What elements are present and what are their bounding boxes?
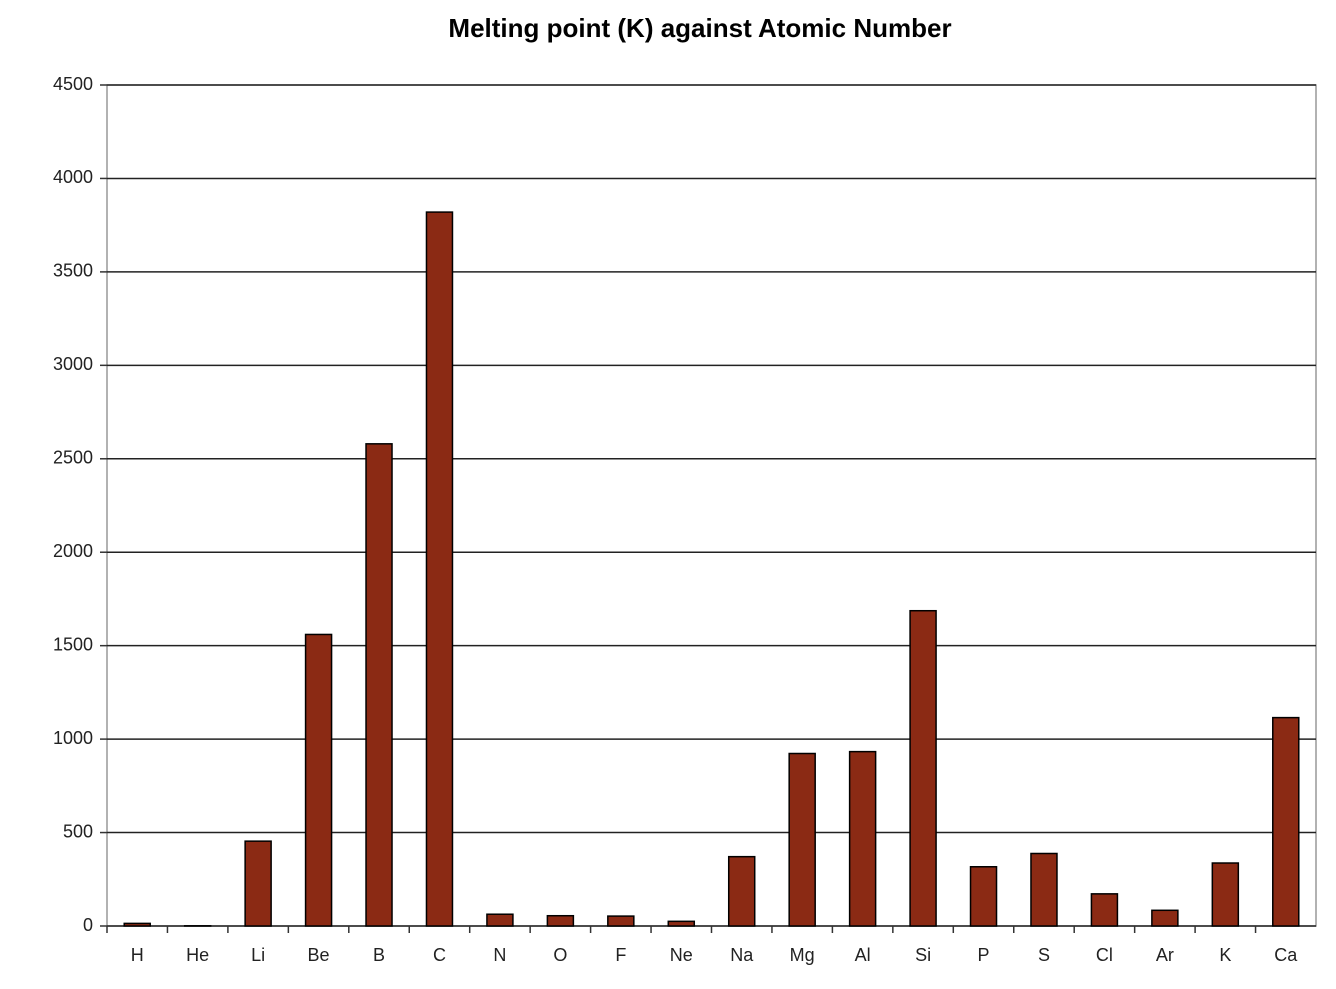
bar	[304, 633, 333, 927]
bar	[1030, 852, 1058, 927]
y-tick-label: 4000	[53, 167, 93, 187]
y-tick-label: 2500	[53, 448, 93, 468]
x-tick-label: Ca	[1274, 945, 1298, 965]
x-tick-label: C	[433, 945, 446, 965]
bar	[607, 915, 635, 927]
x-tick-label: Na	[730, 945, 754, 965]
x-tick-label: He	[186, 945, 209, 965]
x-tick-label: O	[553, 945, 567, 965]
y-tick-label: 4500	[53, 74, 93, 94]
y-tick-label: 1000	[53, 728, 93, 748]
x-tick-label: Be	[308, 945, 330, 965]
bar	[486, 913, 514, 927]
bar	[969, 866, 998, 927]
y-tick-label: 500	[63, 821, 93, 841]
x-tick-label: F	[615, 945, 626, 965]
x-tick-label: Ne	[670, 945, 693, 965]
bar	[909, 609, 937, 927]
x-tick-label: H	[131, 945, 144, 965]
bar	[1272, 716, 1300, 927]
bar	[667, 920, 696, 927]
bar	[727, 855, 756, 927]
x-tick-label: Ar	[1156, 945, 1174, 965]
x-tick-label: Al	[855, 945, 871, 965]
x-tick-label: Mg	[790, 945, 815, 965]
y-tick-label: 3000	[53, 354, 93, 374]
x-tick-label: B	[373, 945, 385, 965]
x-tick-label: S	[1038, 945, 1050, 965]
bar	[244, 840, 272, 927]
bar	[425, 211, 454, 927]
x-tick-label: P	[978, 945, 990, 965]
bar	[788, 752, 816, 927]
y-tick-label: 0	[83, 915, 93, 935]
x-tick-label: K	[1219, 945, 1231, 965]
bar	[848, 750, 877, 927]
bar	[365, 443, 393, 927]
x-tick-label: Si	[915, 945, 931, 965]
bar	[1151, 909, 1179, 927]
bar	[1090, 893, 1119, 927]
bar	[123, 922, 151, 927]
y-tick-label: 1500	[53, 634, 93, 654]
x-tick-label: N	[493, 945, 506, 965]
x-tick-label: Cl	[1096, 945, 1113, 965]
chart-title: Melting point (K) against Atomic Number	[448, 13, 951, 43]
bar	[546, 914, 575, 927]
plot-area	[106, 84, 1317, 927]
x-tick-label: Li	[251, 945, 265, 965]
y-tick-label: 2000	[53, 541, 93, 561]
y-tick-label: 3500	[53, 261, 93, 281]
bar	[1211, 862, 1240, 927]
